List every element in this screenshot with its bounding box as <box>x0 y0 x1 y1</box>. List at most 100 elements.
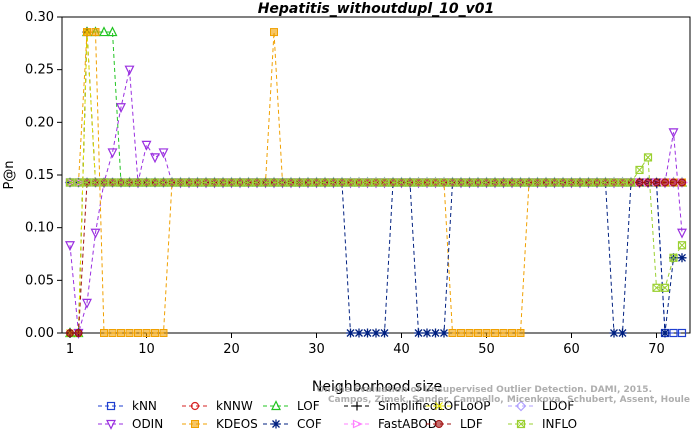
legend-label: KDEOS <box>216 417 258 431</box>
data-point <box>227 178 236 187</box>
data-point <box>286 178 296 187</box>
data-point <box>677 328 687 338</box>
series-ldf <box>66 178 686 337</box>
data-point <box>644 178 652 187</box>
legend-label: SimplifiedLOF <box>378 399 460 413</box>
data-point <box>448 178 457 187</box>
data-point <box>125 329 134 337</box>
data-point <box>465 329 474 337</box>
data-point <box>125 178 134 187</box>
data-point <box>278 178 287 187</box>
data-point <box>575 178 585 187</box>
legend-item-ldof: LDOF <box>508 399 574 413</box>
watermark-line-2: On the Evaluation of Unsupervised Outlie… <box>317 385 652 395</box>
data-point <box>439 328 449 338</box>
data-point <box>74 329 83 337</box>
data-point <box>422 178 432 187</box>
data-point <box>150 178 160 187</box>
data-point <box>371 328 381 338</box>
legend-item-lof: LOF <box>263 399 320 413</box>
data-point <box>201 178 211 187</box>
y-axis-label: P@n <box>2 160 17 189</box>
data-point <box>397 178 406 187</box>
x-tick-label: 20 <box>223 342 240 357</box>
data-point <box>439 178 449 187</box>
data-point <box>499 178 508 187</box>
data-point <box>91 178 100 187</box>
data-point <box>474 329 482 337</box>
data-point <box>184 178 194 187</box>
legend-item-knnw: kNNW <box>182 399 253 413</box>
data-point <box>99 178 109 187</box>
data-point <box>158 148 169 159</box>
data-point <box>151 329 159 337</box>
data-point <box>635 165 644 175</box>
data-point <box>601 178 610 187</box>
data-point <box>567 178 576 187</box>
data-point <box>584 178 593 187</box>
legend-marker <box>190 401 200 411</box>
legend-marker <box>271 419 281 429</box>
data-point <box>337 178 347 187</box>
data-point <box>609 178 619 187</box>
data-point <box>635 178 644 187</box>
data-point <box>431 328 440 338</box>
data-point <box>116 178 126 187</box>
data-point <box>235 178 245 187</box>
x-tick-label: 70 <box>648 342 665 357</box>
data-point <box>74 178 83 187</box>
legend-marker <box>435 420 443 428</box>
data-point <box>218 178 228 187</box>
data-point <box>244 178 253 187</box>
data-point <box>167 178 177 187</box>
legend-label: LoOP <box>460 399 491 413</box>
data-point <box>320 178 330 187</box>
chart-title: Hepatitis_withoutdupl_10_v01 <box>258 1 495 17</box>
data-point <box>108 178 117 187</box>
data-point <box>490 178 500 187</box>
y-tick-label: 0.00 <box>25 326 54 341</box>
x-tick-label: 60 <box>563 342 580 357</box>
data-point <box>473 178 483 187</box>
data-point <box>558 178 568 187</box>
data-point <box>414 328 423 338</box>
y-tick-label: 0.05 <box>25 273 54 288</box>
data-point <box>618 328 627 338</box>
legend-item-knn: kNN <box>98 399 157 413</box>
legend-item-cof: COF <box>263 417 322 431</box>
x-axis-label: Neighborhood size <box>312 379 442 395</box>
data-point <box>363 178 372 187</box>
data-point <box>83 28 91 37</box>
data-point <box>592 178 602 187</box>
legend-label: LDOF <box>542 399 574 413</box>
data-point <box>609 328 619 338</box>
data-point <box>431 178 440 187</box>
x-tick-label: 10 <box>138 342 155 357</box>
data-point <box>210 178 219 187</box>
legend-marker <box>516 419 526 429</box>
data-point <box>448 329 457 337</box>
data-point <box>193 178 202 187</box>
legend-label: LOF <box>297 399 320 413</box>
legend-label: ODIN <box>132 417 163 431</box>
data-point <box>329 178 338 187</box>
data-point <box>82 298 92 309</box>
data-point <box>669 328 678 338</box>
legend-item-fastabod: FastABOD <box>344 417 437 431</box>
data-point <box>150 153 160 164</box>
data-point <box>91 28 100 37</box>
data-point <box>660 328 670 338</box>
plot-frame <box>61 16 691 334</box>
data-point <box>134 329 142 337</box>
data-point <box>652 283 661 292</box>
series-line <box>70 181 682 334</box>
data-point <box>346 328 355 338</box>
data-point <box>346 178 355 187</box>
data-point <box>363 328 372 338</box>
legend-item-inflo: INFLO <box>508 417 577 431</box>
series-line <box>69 69 683 334</box>
data-point <box>124 65 135 76</box>
data-point <box>508 329 516 337</box>
x-tick-label: 50 <box>478 342 495 357</box>
